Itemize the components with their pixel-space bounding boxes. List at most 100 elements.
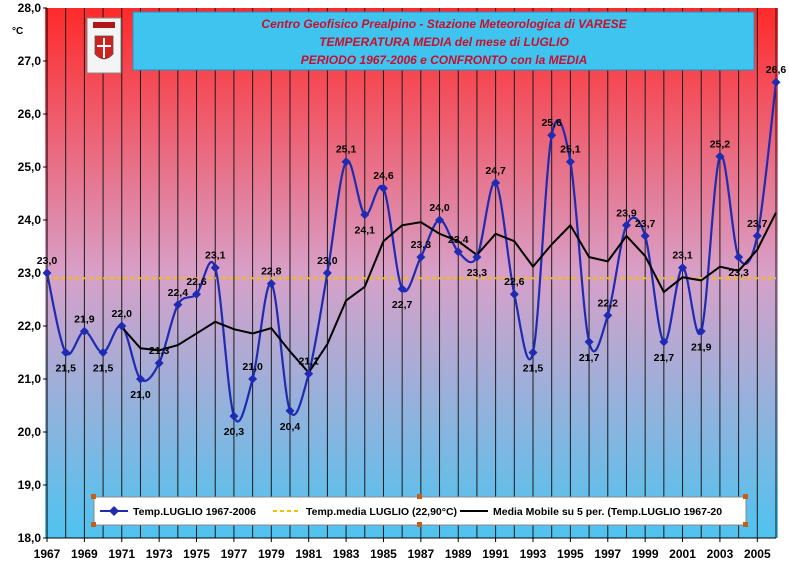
data-point-1997 — [603, 310, 613, 320]
data-point-2001 — [678, 263, 688, 273]
legend-handle-bl — [91, 522, 96, 527]
data-point-1993 — [528, 348, 538, 357]
title-line-1: Centro Geofisico Prealpino - Stazione Me… — [261, 17, 627, 31]
data-point-1998 — [621, 220, 631, 230]
data-point-1986 — [397, 284, 407, 294]
x-tick-label: 1999 — [632, 547, 659, 561]
data-point-1984 — [360, 210, 370, 220]
data-point-2005 — [752, 231, 762, 241]
data-label-1970: 21,5 — [93, 363, 114, 375]
data-label-1983: 25,1 — [336, 144, 357, 156]
data-label-1975: 22,6 — [186, 276, 207, 288]
x-tick-label: 1985 — [370, 547, 397, 561]
data-label-2001: 23,1 — [672, 250, 693, 262]
data-point-1981 — [304, 369, 314, 379]
x-tick-label: 1981 — [295, 547, 322, 561]
data-label-1984: 24,1 — [355, 225, 376, 237]
data-label-2003: 25,2 — [710, 138, 731, 150]
x-tick-label: 1971 — [108, 547, 135, 561]
legend-handle-bottom — [417, 522, 422, 527]
x-tick-label: 1969 — [71, 547, 98, 561]
x-tick-label: 1967 — [34, 547, 61, 561]
legend-handle-tr — [743, 494, 748, 499]
data-label-1996: 21,7 — [579, 352, 600, 364]
x-tick-label: 1995 — [557, 547, 584, 561]
data-label-1977: 20,3 — [224, 426, 245, 438]
x-tick-label: 2001 — [669, 547, 696, 561]
data-point-1979 — [266, 279, 276, 289]
data-point-1994 — [547, 130, 557, 140]
data-point-1996 — [584, 337, 594, 347]
y-tick-label: 20,0 — [18, 425, 42, 439]
data-point-1970 — [98, 348, 108, 357]
data-point-2003 — [715, 151, 725, 161]
legend-marker-temp — [109, 506, 119, 516]
y-tick-label: 23,0 — [18, 266, 42, 280]
data-point-1974 — [173, 300, 183, 310]
data-label-2005: 23,7 — [747, 218, 768, 230]
data-label-1994: 25,6 — [541, 117, 562, 129]
x-tick-label: 2005 — [744, 547, 771, 561]
x-tick-label: 2003 — [707, 547, 734, 561]
x-tick-label: 1993 — [520, 547, 547, 561]
data-point-1971 — [117, 321, 127, 331]
data-point-1968 — [61, 348, 71, 357]
x-tick-label: 1991 — [482, 547, 509, 561]
data-label-1999: 23,7 — [635, 218, 656, 230]
title-line-2: TEMPERATURA MEDIA del mese di LUGLIO — [319, 35, 569, 49]
x-tick-label: 1987 — [407, 547, 434, 561]
series — [42, 77, 781, 423]
data-label-1995: 25,1 — [560, 144, 581, 156]
data-label-1973: 21,3 — [149, 345, 170, 357]
y-tick-label: 25,0 — [18, 160, 42, 174]
data-label-1978: 21,0 — [242, 361, 263, 373]
legend: Temp.LUGLIO 1967-2006 Temp.media LUGLIO … — [91, 494, 748, 527]
grid — [46, 8, 777, 539]
data-label-1989: 23,4 — [448, 234, 469, 246]
data-label-2006: 26,6 — [766, 64, 787, 76]
data-point-1982 — [322, 268, 332, 278]
y-tick-label: 21,0 — [18, 372, 42, 386]
data-point-2000 — [659, 337, 669, 347]
y-tick-label: 19,0 — [18, 478, 42, 492]
data-label-1976: 23,1 — [205, 250, 226, 262]
x-tick-label: 1975 — [183, 547, 210, 561]
data-label-1998: 23,9 — [616, 207, 637, 219]
y-tick-label: 24,0 — [18, 213, 42, 227]
data-label-2000: 21,7 — [654, 352, 675, 364]
data-point-1973 — [154, 358, 164, 368]
data-labels: 23,021,521,921,522,021,021,322,422,623,1… — [37, 64, 787, 438]
data-point-1995 — [565, 157, 575, 167]
x-tick-label: 1997 — [594, 547, 621, 561]
data-point-1980 — [285, 406, 295, 416]
title-box: Centro Geofisico Prealpino - Stazione Me… — [132, 11, 755, 71]
data-label-1967: 23,0 — [37, 255, 58, 267]
data-point-1992 — [509, 289, 519, 299]
data-point-1999 — [640, 231, 650, 241]
y-tick-label: 18,0 — [18, 531, 42, 545]
data-label-1987: 23,3 — [411, 239, 432, 251]
data-label-1982: 23,0 — [317, 255, 338, 267]
data-point-1972 — [135, 374, 145, 384]
data-point-1991 — [491, 178, 501, 188]
data-label-1997: 22,2 — [598, 297, 619, 309]
y-tick-label: 27,0 — [18, 54, 42, 68]
legend-label-mean: Temp.media LUGLIO (22,90°C) — [306, 506, 457, 518]
data-point-2002 — [696, 326, 706, 336]
data-point-2004 — [734, 252, 744, 262]
data-point-1977 — [229, 411, 239, 421]
data-point-1988 — [435, 215, 445, 225]
y-tick-label: 28,0 — [18, 1, 42, 15]
data-label-1969: 21,9 — [74, 313, 95, 325]
data-label-1980: 20,4 — [280, 421, 301, 433]
data-label-1981: 21,1 — [298, 356, 319, 368]
x-tick-label: 1989 — [445, 547, 472, 561]
x-tick-label: 1977 — [221, 547, 248, 561]
data-point-1978 — [248, 374, 258, 384]
x-tick-label: 1979 — [258, 547, 285, 561]
y-tick-label: 22,0 — [18, 319, 42, 333]
data-label-1971: 22,0 — [112, 308, 133, 320]
data-label-1992: 22,6 — [504, 276, 525, 288]
